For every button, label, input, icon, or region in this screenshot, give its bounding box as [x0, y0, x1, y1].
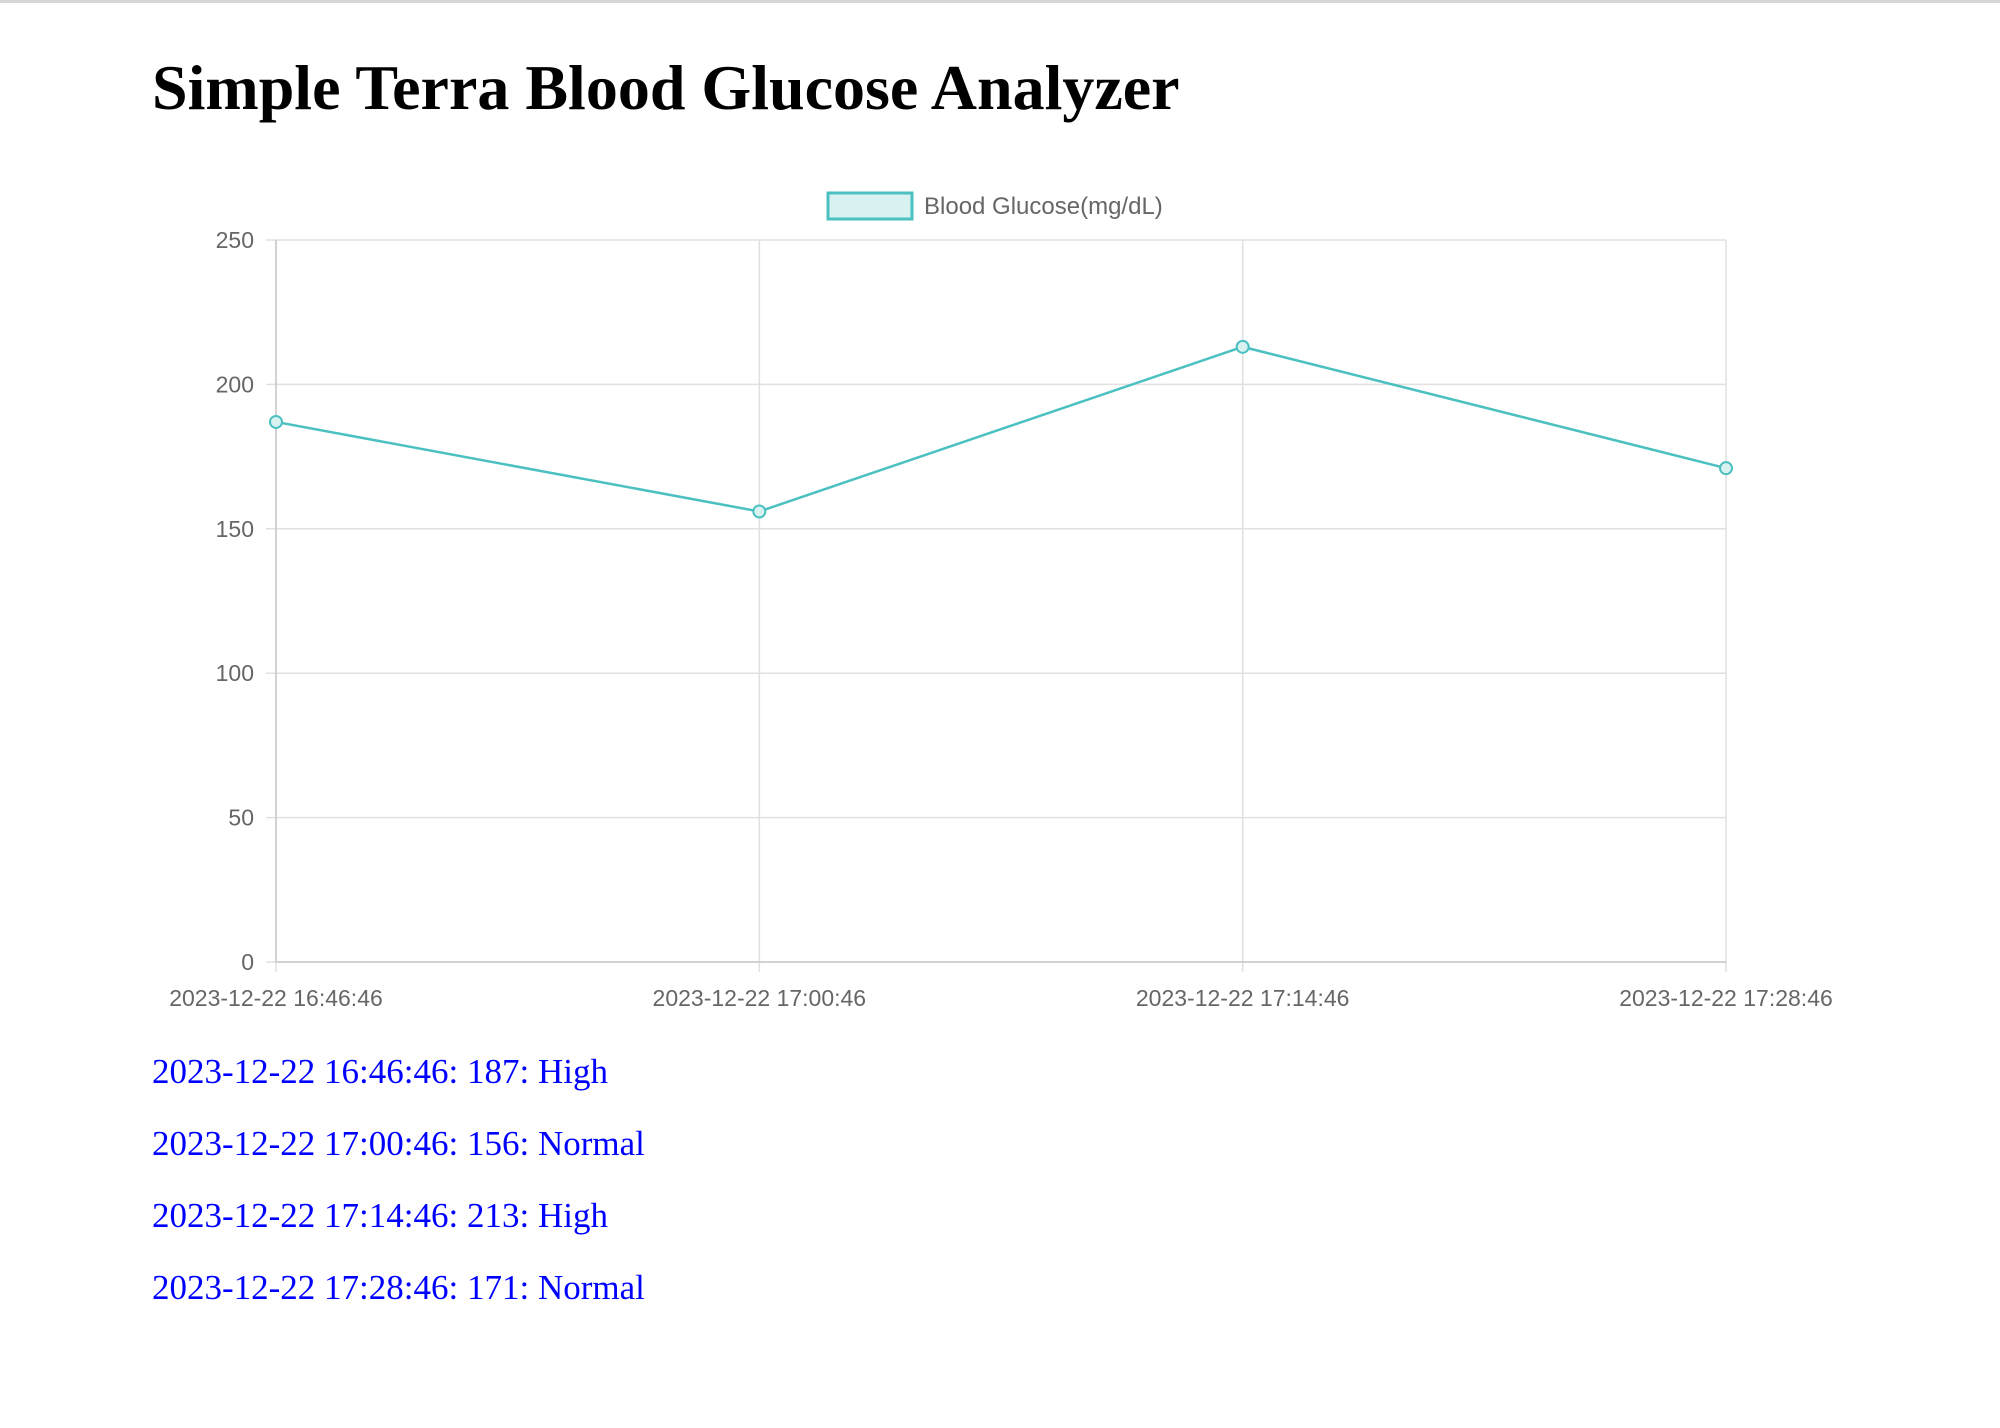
- y-tick-label: 200: [216, 371, 254, 397]
- legend-swatch: [826, 191, 914, 221]
- readings-list: 2023-12-22 16:46:46: 187: High 2023-12-2…: [152, 1050, 645, 1338]
- y-tick-label: 100: [216, 660, 254, 686]
- data-point: [1719, 461, 1733, 476]
- y-tick-label: 150: [216, 516, 254, 542]
- reading-status: High: [537, 1196, 608, 1235]
- data-point: [269, 414, 283, 429]
- reading-status: Normal: [537, 1124, 645, 1163]
- reading-value: 171: [467, 1268, 520, 1307]
- reading-status: Normal: [537, 1268, 645, 1307]
- reading-time: 2023-12-22 17:14:46: [152, 1196, 449, 1235]
- reading-value: 156: [467, 1124, 520, 1163]
- reading-item: 2023-12-22 17:28:46: 171: Normal: [152, 1268, 645, 1307]
- y-tick-label: 50: [228, 805, 254, 831]
- reading-value: 187: [467, 1052, 520, 1091]
- legend-label: Blood Glucose(mg/dL): [924, 193, 1163, 220]
- series-line: [275, 345, 1727, 513]
- glucose-chart: 0 50 100 150 200 250 2023-12-22 16:46:46 2023-1…: [140, 180, 1860, 1030]
- reading-time: 2023-12-22 17:28:46: [152, 1268, 449, 1307]
- reading-time: 2023-12-22 17:00:46: [152, 1124, 449, 1163]
- reading-time: 2023-12-22 16:46:46: [152, 1052, 449, 1091]
- reading-status: High: [537, 1052, 608, 1091]
- y-tick-label: 0: [241, 949, 254, 975]
- reading-item: 2023-12-22 17:14:46: 213: High: [152, 1196, 608, 1235]
- data-point: [752, 504, 767, 519]
- page-title: Simple Terra Blood Glucose Analyzer: [152, 52, 1180, 123]
- x-tick-label: 2023-12-22 17:00:46: [653, 985, 867, 1011]
- x-tick-label: 2023-12-22 17:28:46: [1619, 985, 1833, 1011]
- reading-item: 2023-12-22 17:00:46: 156: Normal: [152, 1124, 645, 1163]
- x-tick-label: 2023-12-22 17:14:46: [1136, 985, 1350, 1011]
- top-border: [0, 0, 2000, 3]
- glucose-line-chart: 0 50 100 150 200 250 2023-12-22 16:46:46 2023-1…: [169, 191, 1833, 1011]
- reading-item: 2023-12-22 16:46:46: 187: High: [152, 1052, 608, 1091]
- y-tick-label: 250: [216, 227, 254, 253]
- x-tick-label: 2023-12-22 16:46:46: [169, 985, 383, 1011]
- data-point: [1235, 339, 1250, 354]
- reading-value: 213: [467, 1196, 520, 1235]
